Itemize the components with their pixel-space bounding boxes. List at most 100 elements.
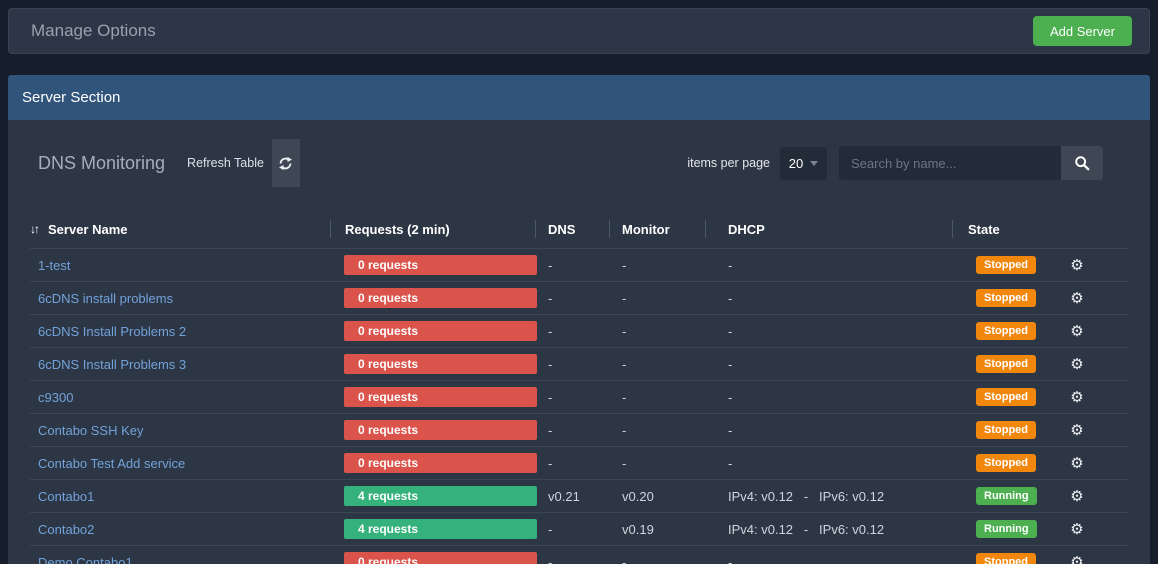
state-badge: Stopped — [976, 421, 1036, 439]
add-server-button[interactable]: Add Server — [1032, 16, 1132, 46]
requests-badge: 4 requests — [344, 486, 537, 506]
actions-cell: ⚙ — [1057, 520, 1097, 538]
gear-icon[interactable]: ⚙ — [1070, 488, 1084, 505]
server-name-link[interactable]: c9300 — [38, 389, 74, 405]
server-name-link[interactable]: 6cDNS Install Problems 3 — [38, 356, 187, 372]
requests-cell: 0 requests — [330, 387, 537, 407]
gear-icon[interactable]: ⚙ — [1070, 422, 1084, 439]
monitor-cell: v0.19 — [622, 521, 654, 537]
actions-cell: ⚙ — [1057, 289, 1097, 307]
requests-cell: 0 requests — [330, 288, 537, 308]
server-name-cell: Contabo2 — [30, 522, 330, 537]
items-per-page-select[interactable]: 20 — [780, 146, 827, 180]
items-per-page-label: items per page — [687, 156, 770, 170]
refresh-button[interactable] — [271, 139, 300, 187]
dhcp-cell: - — [728, 422, 733, 438]
requests-cell: 0 requests — [330, 354, 537, 374]
column-label: Server Name — [48, 221, 128, 237]
dhcp-cell: IPv4: v0.12 - IPv6: v0.12 — [728, 488, 885, 504]
search-icon — [1075, 156, 1090, 171]
column-header-dhcp: DHCP — [705, 222, 952, 237]
server-name-link[interactable]: 6cDNS Install Problems 2 — [38, 323, 187, 339]
monitor-cell: - — [622, 455, 627, 471]
server-name-cell: Contabo SSH Key — [30, 423, 330, 438]
panel-body: DNS Monitoring Refresh Table items per p… — [8, 120, 1150, 564]
requests-cell: 4 requests — [330, 486, 537, 506]
page-title: Manage Options — [31, 21, 156, 40]
dns-cell: - — [548, 422, 553, 438]
server-name-cell: 1-test — [30, 258, 330, 273]
search-button[interactable] — [1061, 146, 1103, 180]
gear-icon[interactable]: ⚙ — [1070, 521, 1084, 538]
table-header-row: ↓↑ Server Name Requests (2 min) DNS Moni… — [30, 210, 1128, 248]
actions-cell: ⚙ — [1057, 388, 1097, 406]
server-name-link[interactable]: Demo Contabo1 — [38, 554, 133, 564]
monitor-cell: - — [622, 290, 627, 306]
table-title: DNS Monitoring — [38, 152, 166, 173]
refresh-table-label: Refresh Table — [187, 156, 264, 170]
server-name-link[interactable]: Contabo Test Add service — [38, 455, 186, 471]
state-cell: Stopped — [952, 289, 1057, 307]
dns-cell: - — [548, 521, 553, 537]
server-name-link[interactable]: 1-test — [38, 257, 71, 273]
state-badge: Stopped — [976, 289, 1036, 307]
section-header: Server Section — [8, 75, 1150, 120]
server-name-link[interactable]: Contabo2 — [38, 521, 95, 537]
state-badge: Stopped — [976, 256, 1036, 274]
requests-cell: 0 requests — [330, 453, 537, 473]
requests-badge: 0 requests — [344, 453, 537, 473]
dhcp-cell: - — [728, 554, 733, 564]
gear-icon[interactable]: ⚙ — [1070, 290, 1084, 307]
state-badge: Stopped — [976, 322, 1036, 340]
column-header-requests: Requests (2 min) — [330, 222, 535, 237]
state-cell: Stopped — [952, 256, 1057, 274]
state-cell: Stopped — [952, 421, 1057, 439]
requests-badge: 0 requests — [344, 288, 537, 308]
column-header-server-name[interactable]: ↓↑ Server Name — [30, 222, 330, 237]
server-name-link[interactable]: Contabo1 — [38, 488, 95, 504]
dns-cell: - — [548, 257, 553, 273]
server-name-cell: 6cDNS Install Problems 3 — [30, 357, 330, 372]
sort-icon: ↓↑ — [30, 222, 40, 236]
server-name-link[interactable]: Contabo SSH Key — [38, 422, 144, 438]
search-input[interactable] — [839, 146, 1061, 180]
table-row: 1-test 0 requests - - - Stopped ⚙ — [30, 248, 1128, 281]
table-row: Contabo Test Add service 0 requests - - … — [30, 446, 1128, 479]
actions-cell: ⚙ — [1057, 322, 1097, 340]
server-section-panel: Server Section DNS Monitoring Refresh Ta… — [8, 75, 1150, 564]
gear-icon[interactable]: ⚙ — [1070, 554, 1084, 564]
column-header-state: State — [952, 222, 1057, 237]
monitor-cell: - — [622, 257, 627, 273]
table-row: Contabo SSH Key 0 requests - - - Stopped… — [30, 413, 1128, 446]
server-name-link[interactable]: 6cDNS install problems — [38, 290, 174, 306]
state-badge: Running — [976, 487, 1037, 505]
server-name-cell: Demo Contabo1 — [30, 555, 330, 564]
state-cell: Stopped — [952, 553, 1057, 564]
server-name-cell: 6cDNS install problems — [30, 291, 330, 306]
gear-icon[interactable]: ⚙ — [1070, 356, 1084, 373]
state-badge: Stopped — [976, 388, 1036, 406]
actions-cell: ⚙ — [1057, 421, 1097, 439]
table-row: Contabo2 4 requests - v0.19 IPv4: v0.12 … — [30, 512, 1128, 545]
requests-badge: 0 requests — [344, 255, 537, 275]
gear-icon[interactable]: ⚙ — [1070, 389, 1084, 406]
actions-cell: ⚙ — [1057, 355, 1097, 373]
monitor-cell: - — [622, 323, 627, 339]
dhcp-cell: - — [728, 290, 733, 306]
gear-icon[interactable]: ⚙ — [1070, 323, 1084, 340]
column-header-monitor: Monitor — [609, 222, 705, 237]
actions-cell: ⚙ — [1057, 553, 1097, 564]
requests-cell: 0 requests — [330, 420, 537, 440]
gear-icon[interactable]: ⚙ — [1070, 257, 1084, 274]
requests-badge: 0 requests — [344, 321, 537, 341]
toolbar-left: DNS Monitoring Refresh Table — [30, 139, 300, 187]
refresh-icon — [279, 156, 293, 170]
dhcp-cell: - — [728, 389, 733, 405]
gear-icon[interactable]: ⚙ — [1070, 455, 1084, 472]
dns-monitoring-table: ↓↑ Server Name Requests (2 min) DNS Moni… — [30, 210, 1128, 564]
dhcp-cell: - — [728, 455, 733, 471]
server-name-cell: Contabo Test Add service — [30, 456, 330, 471]
requests-cell: 4 requests — [330, 519, 537, 539]
monitor-cell: v0.20 — [622, 488, 654, 504]
dns-cell: - — [548, 356, 553, 372]
